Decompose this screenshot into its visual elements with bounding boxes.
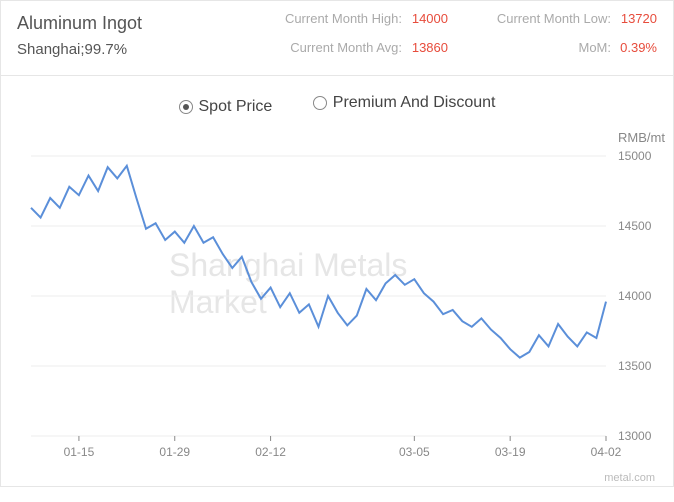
toggle-label: Spot Price [199, 98, 273, 116]
svg-text:03-05: 03-05 [399, 445, 430, 459]
stat-month-high: Current Month High: 14000 [247, 11, 448, 32]
stat-value: 0.39% [611, 40, 657, 55]
radio-icon [179, 100, 193, 114]
svg-text:14500: 14500 [618, 219, 652, 233]
stat-month-avg: Current Month Avg: 13860 [247, 40, 448, 61]
svg-text:01-15: 01-15 [64, 445, 95, 459]
svg-text:13500: 13500 [618, 359, 652, 373]
stat-label: Current Month Avg: [290, 40, 402, 55]
product-spec: Shanghai;99.7% [17, 39, 247, 61]
stat-value: 14000 [402, 11, 448, 26]
card-header: Aluminum Ingot Shanghai;99.7% Current Mo… [1, 1, 673, 76]
svg-text:02-12: 02-12 [255, 445, 286, 459]
toggle-label: Premium And Discount [333, 94, 496, 112]
stat-value: 13860 [402, 40, 448, 55]
svg-text:01-29: 01-29 [159, 445, 190, 459]
svg-text:13000: 13000 [618, 429, 652, 443]
radio-icon [313, 96, 327, 110]
stat-label: MoM: [579, 40, 612, 55]
svg-text:RMB/mt: RMB/mt [618, 130, 665, 145]
stat-label: Current Month High: [285, 11, 402, 26]
header-left: Aluminum Ingot Shanghai;99.7% [17, 11, 247, 61]
chart-toggle-row: Spot Price Premium And Discount [1, 76, 673, 126]
svg-text:04-02: 04-02 [591, 445, 622, 459]
stat-label: Current Month Low: [497, 11, 611, 26]
toggle-spot-price[interactable]: Spot Price [179, 98, 273, 116]
stat-value: 13720 [611, 11, 657, 26]
svg-text:14000: 14000 [618, 289, 652, 303]
product-name: Aluminum Ingot [17, 11, 247, 35]
svg-text:15000: 15000 [618, 149, 652, 163]
stat-month-low: Current Month Low: 13720 [456, 11, 657, 32]
header-stats: Current Month High: 14000 Current Month … [247, 11, 657, 61]
chart-area: Shanghai Metals Market 13000135001400014… [1, 126, 673, 486]
line-chart: 13000 13500 14000 14500 15000 RMB/mt 01-15 01-2… [1, 126, 673, 486]
svg-text:03-19: 03-19 [495, 445, 526, 459]
toggle-premium-discount[interactable]: Premium And Discount [313, 94, 496, 112]
price-card: Aluminum Ingot Shanghai;99.7% Current Mo… [0, 0, 674, 487]
stat-mom: MoM: 0.39% [456, 40, 657, 61]
